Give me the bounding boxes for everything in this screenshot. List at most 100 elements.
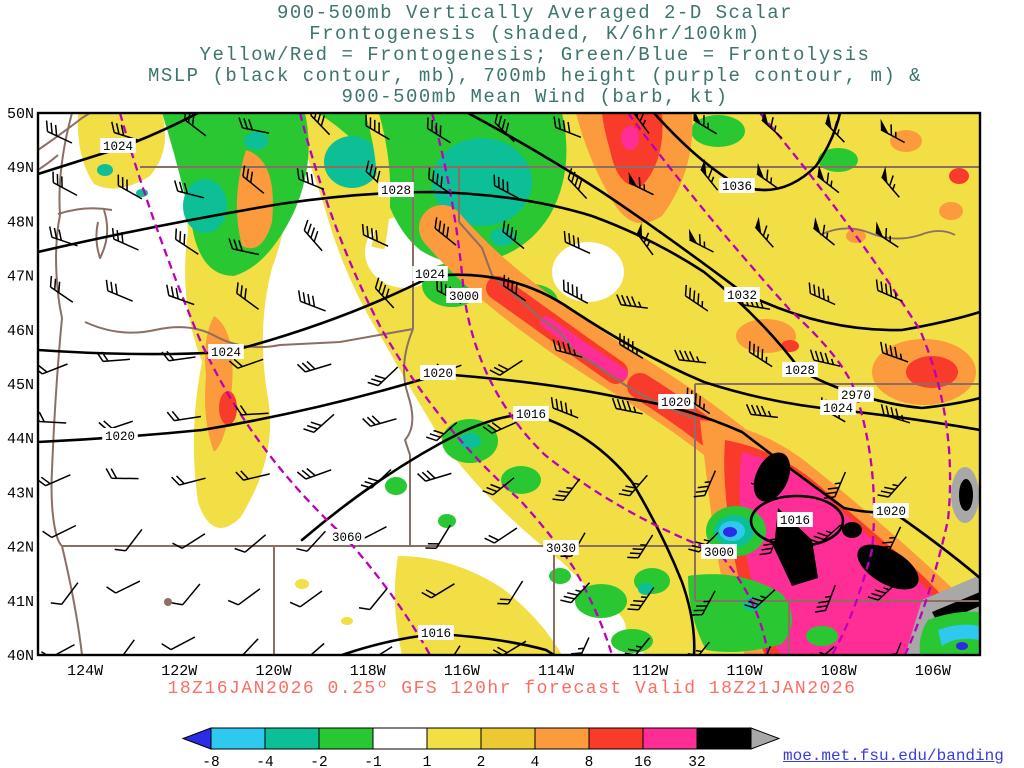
lat-label: 50N	[7, 106, 34, 123]
site-link[interactable]: moe.met.fsu.edu/banding	[783, 747, 1004, 765]
wind-barb	[817, 172, 840, 194]
wind-barb	[750, 468, 783, 488]
contour-label: 2970	[841, 389, 871, 403]
axis-labels: 50N 49N 48N 47N 46N 45N 44N 43N 42N 41N 40N 124W 122…	[7, 106, 951, 680]
colorbar-tick: 16	[634, 755, 651, 768]
title-block: 900-500mb Vertically Averaged 2-D Scalar…	[30, 3, 1024, 108]
colorbar-cell	[264, 727, 320, 750]
lon-label: 112W	[632, 663, 668, 680]
wind-barb	[106, 580, 141, 594]
colorbar-cell	[588, 727, 644, 750]
wind-barb	[242, 165, 265, 194]
wind-barb	[482, 421, 517, 434]
wind-barb	[502, 274, 527, 302]
contour-label: 3060	[332, 531, 362, 545]
wind-barb	[494, 113, 515, 143]
wind-barb	[122, 639, 135, 655]
wind-barb	[880, 124, 905, 144]
wind-barb	[367, 366, 399, 387]
colorbar-tick: 1	[423, 755, 432, 768]
colorbar-cell	[426, 727, 482, 750]
title-line-2: Frontogenesis (shaded, K/6hr/100km)	[309, 23, 761, 45]
colorbar-tick: -1	[364, 755, 381, 768]
wind-barb	[881, 175, 900, 198]
colorbar-cell	[210, 727, 266, 750]
colorbar-tick: -8	[202, 755, 219, 768]
wind-barb	[238, 117, 270, 134]
contour-label: 1028	[381, 184, 411, 198]
lat-label: 42N	[7, 540, 34, 557]
wind-barb	[875, 279, 903, 302]
wind-barb	[105, 468, 139, 480]
contour-label: 1016	[421, 627, 451, 641]
title-line-4: MSLP (black contour, mb), 700mb height (…	[147, 65, 923, 87]
wind-barb	[674, 349, 707, 364]
wind-barb	[809, 524, 842, 544]
wind-barb	[303, 413, 335, 434]
contour-label: 1016	[780, 514, 810, 528]
colorbar-cell	[372, 727, 428, 750]
wind-barb	[877, 526, 902, 553]
lon-label: 120W	[255, 663, 291, 680]
wind-barb	[426, 117, 451, 144]
colorbar-tick: 2	[477, 755, 486, 768]
wind-barb	[111, 121, 141, 142]
wind-barb	[428, 167, 452, 195]
wind-barb	[173, 180, 205, 199]
wind-barb	[808, 282, 836, 306]
wind-barb	[691, 590, 716, 616]
wind-barb	[689, 234, 714, 253]
contour-label: 1032	[727, 289, 757, 303]
wind-barb	[421, 583, 455, 599]
contour-label: 1020	[423, 367, 453, 381]
wind-barb	[497, 580, 524, 605]
wind-barb	[416, 470, 452, 482]
wind-barb	[619, 333, 644, 359]
title-line-5: 900-500mb Mean Wind (barb, kt)	[341, 86, 729, 108]
wind-barb	[50, 582, 79, 606]
colorbar: -8 -4 -2 -1 1 2 4 8 16 32	[181, 727, 781, 768]
wind-barb	[563, 231, 591, 254]
lat-label: 45N	[7, 377, 34, 394]
wind-barb	[235, 470, 270, 481]
title-line-3: Yellow/Red = Frontogenesis; Green/Blue =…	[199, 44, 871, 66]
wind-barb	[49, 275, 74, 303]
lon-label: 124W	[67, 663, 103, 680]
wind-barb	[867, 580, 899, 601]
wind-barb	[453, 645, 461, 655]
wind-barb	[482, 477, 515, 496]
wind-barb	[567, 167, 588, 200]
wind-barbs	[38, 113, 911, 655]
wind-barb	[824, 120, 845, 143]
lat-label: 43N	[7, 485, 34, 502]
wind-barb	[38, 363, 68, 375]
wind-barb	[425, 524, 451, 549]
wind-barb	[236, 282, 260, 310]
wind-barb	[434, 217, 457, 246]
wind-barb	[425, 422, 458, 442]
height-contours	[118, 113, 952, 655]
contour-label: 3030	[546, 542, 576, 556]
colorbar-tick: -4	[256, 755, 273, 768]
wind-barb	[111, 228, 139, 251]
lon-label: 106W	[915, 663, 951, 680]
wind-barb	[228, 358, 264, 369]
wind-barb	[502, 220, 525, 250]
colorbar-tick: 8	[585, 755, 594, 768]
wind-barb	[745, 404, 778, 419]
wind-barb	[361, 223, 389, 247]
wind-barb	[114, 528, 143, 552]
wind-barb	[296, 168, 325, 191]
wind-barb	[171, 583, 201, 606]
wind-barb	[754, 225, 774, 248]
wind-barb	[553, 116, 582, 138]
wind-barb	[228, 238, 260, 256]
wind-barb	[748, 341, 773, 368]
wind-barb	[42, 524, 77, 539]
state-borders	[38, 113, 980, 655]
contour-label: 1036	[722, 180, 752, 194]
wind-barb	[700, 167, 719, 191]
wind-barb	[636, 232, 654, 256]
lon-label: 108W	[821, 663, 857, 680]
